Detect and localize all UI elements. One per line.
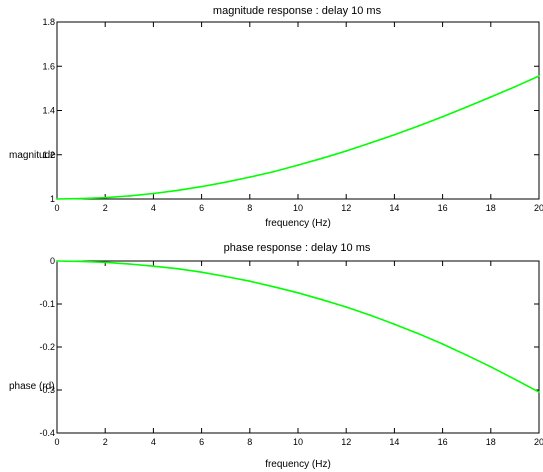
x-tick-label: 8 xyxy=(247,437,252,447)
data-point xyxy=(104,196,107,199)
data-point xyxy=(152,192,155,195)
data-point xyxy=(297,291,299,294)
data-point xyxy=(56,198,58,200)
data-point xyxy=(393,133,396,136)
magnitude-plot: magnitude response : delay 10 ms 0 2 4 6 8 10… xyxy=(9,5,543,229)
data-point xyxy=(514,85,516,88)
data-point xyxy=(369,314,372,317)
plot-frame xyxy=(56,260,540,434)
data-point xyxy=(104,261,107,264)
x-tick-label: 16 xyxy=(438,203,448,213)
y-tick-label: -0.1 xyxy=(39,299,55,309)
data-point xyxy=(248,176,251,178)
y-axis-label: phase (rd) xyxy=(9,381,55,392)
data-point xyxy=(538,391,540,394)
plot-title: phase response : delay 10 ms xyxy=(224,242,371,254)
data-point xyxy=(345,306,348,308)
x-tick-label: 18 xyxy=(486,437,496,447)
data-point xyxy=(417,125,420,127)
x-tick-label: 6 xyxy=(199,437,204,447)
x-tick-label: 6 xyxy=(199,203,204,213)
x-tick-label: 2 xyxy=(103,437,108,447)
data-point xyxy=(393,323,396,326)
data-point xyxy=(80,197,82,200)
axis-ticks: 0 2 4 6 8 10 12 14 16 18 20 1 1.2 1.4 1.6 1.8 xyxy=(42,17,543,213)
series-lines xyxy=(56,75,540,200)
x-tick-label: 20 xyxy=(534,437,543,447)
y-axis-label: magnitude xyxy=(9,150,56,161)
data-point xyxy=(128,195,131,197)
data-point xyxy=(369,142,372,144)
x-tick-label: 0 xyxy=(54,203,59,213)
data-point xyxy=(417,332,420,335)
x-tick-label: 14 xyxy=(389,437,399,447)
x-tick-label: 10 xyxy=(293,203,303,213)
x-tick-label: 18 xyxy=(486,203,496,213)
data-point xyxy=(273,170,275,173)
data-point xyxy=(128,263,131,265)
y-tick-label: 1.6 xyxy=(42,61,55,71)
data-point xyxy=(489,365,492,368)
x-tick-label: 0 xyxy=(54,437,59,447)
data-point xyxy=(321,298,323,301)
y-tick-label: 0 xyxy=(50,256,55,266)
y-tick-label: -0.2 xyxy=(39,342,55,352)
data-point xyxy=(224,275,227,278)
x-axis-label: frequency (Hz) xyxy=(265,459,331,470)
y-tick-label: -0.3 xyxy=(39,385,55,395)
x-tick-label: 16 xyxy=(438,437,448,447)
data-point xyxy=(489,96,492,98)
data-point xyxy=(176,189,179,192)
x-tick-label: 12 xyxy=(341,203,351,213)
y-tick-label: -0.4 xyxy=(39,428,55,438)
data-point xyxy=(514,378,516,381)
y-tick-label: 1.4 xyxy=(42,106,55,116)
data-point xyxy=(200,185,203,188)
data-point xyxy=(80,260,82,263)
data-point xyxy=(273,285,275,288)
data-point xyxy=(56,260,58,262)
y-tick-label: 1.2 xyxy=(42,150,55,160)
x-tick-label: 10 xyxy=(293,437,303,447)
data-point xyxy=(465,106,468,108)
x-axis-label: frequency (Hz) xyxy=(265,218,331,229)
y-tick-label: 1 xyxy=(50,194,55,204)
x-tick-label: 20 xyxy=(534,203,543,213)
x-tick-label: 12 xyxy=(341,437,351,447)
data-point xyxy=(248,280,251,283)
x-tick-label: 4 xyxy=(151,203,156,213)
y-tick-label: 1.8 xyxy=(42,17,55,27)
plot-frame xyxy=(56,21,540,200)
data-point xyxy=(200,271,203,274)
data-point xyxy=(297,164,299,167)
data-point xyxy=(176,267,179,270)
data-point xyxy=(345,150,348,152)
phase-plot: phase response : delay 10 ms 0 2 4 6 8 10 12 14… xyxy=(9,242,543,470)
data-point xyxy=(152,265,155,268)
x-tick-label: 2 xyxy=(103,203,108,213)
data-point xyxy=(441,115,444,118)
x-tick-label: 14 xyxy=(389,203,399,213)
data-point xyxy=(538,75,540,77)
series-lines xyxy=(56,260,540,394)
data-point xyxy=(441,343,444,345)
x-tick-label: 4 xyxy=(151,437,156,447)
data-point xyxy=(465,354,468,357)
data-point xyxy=(224,181,227,184)
x-tick-label: 8 xyxy=(247,203,252,213)
data-point xyxy=(321,157,323,160)
plot-title: magnitude response : delay 10 ms xyxy=(213,5,382,17)
